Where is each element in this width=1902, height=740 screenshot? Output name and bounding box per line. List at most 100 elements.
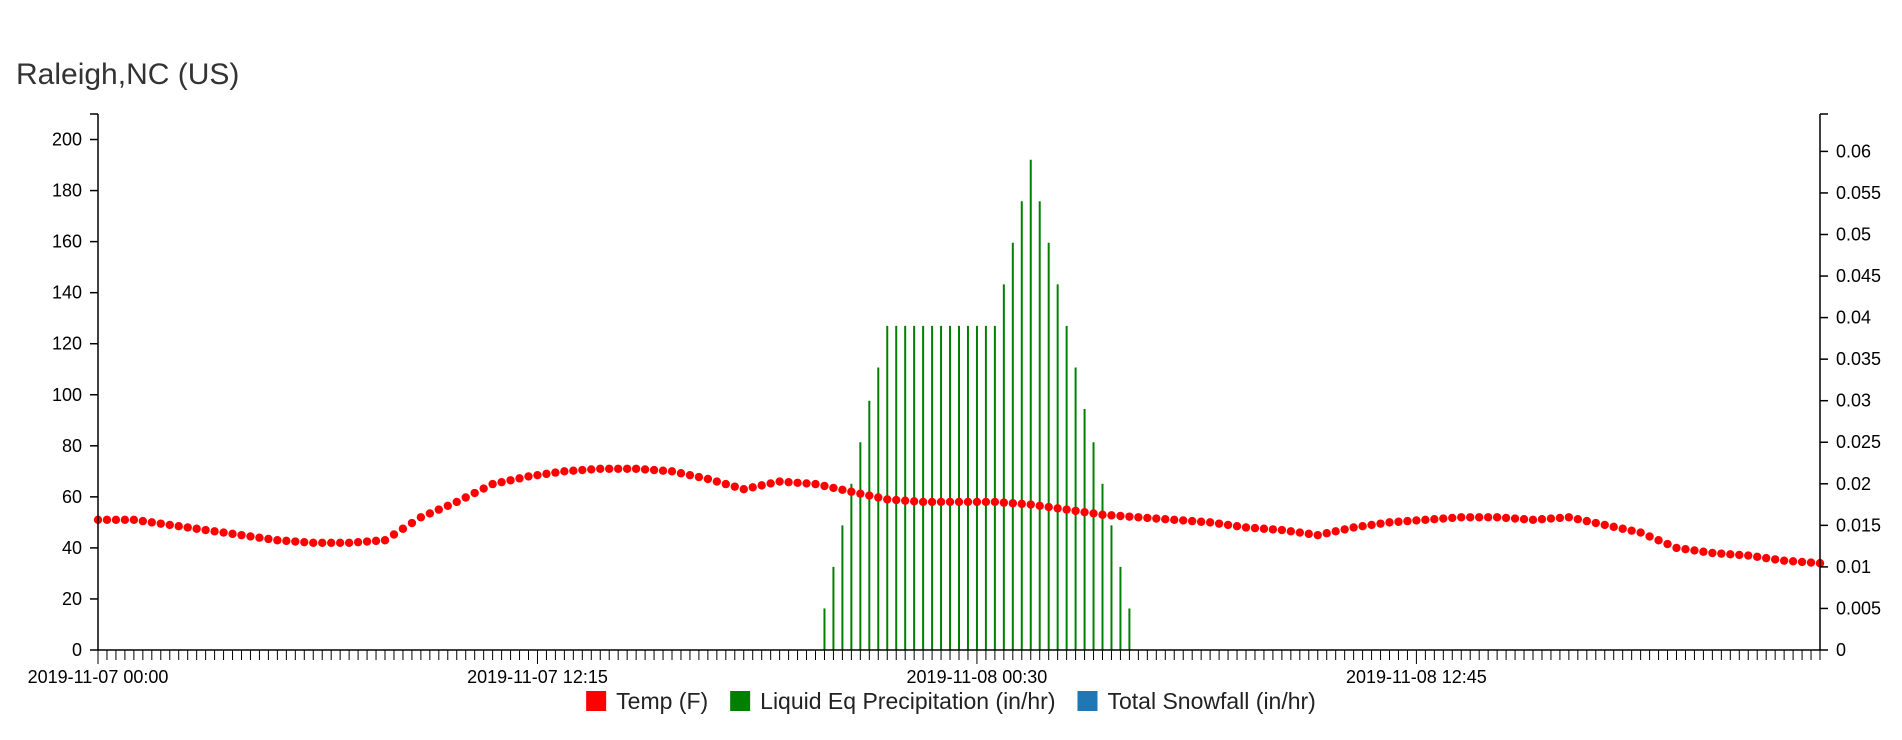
- temp-point: [174, 522, 183, 531]
- y-right-tick-label: 0.045: [1836, 266, 1881, 286]
- temp-point: [425, 509, 435, 518]
- temp-point: [1313, 530, 1322, 540]
- temp-point: [1161, 514, 1170, 524]
- temp-point: [1806, 558, 1816, 567]
- temp-point: [1385, 518, 1394, 527]
- temp-point: [1259, 524, 1269, 533]
- y-right-tick-label: 0.015: [1836, 515, 1881, 535]
- temp-point: [1573, 514, 1583, 524]
- temp-point: [335, 538, 345, 547]
- temp-point: [865, 491, 874, 500]
- legend-label: Temp (F): [616, 688, 708, 714]
- temp-point: [766, 479, 775, 488]
- temp-point: [1322, 529, 1331, 538]
- temp-point: [1510, 514, 1520, 523]
- temp-point: [300, 537, 309, 547]
- temp-point: [1143, 513, 1152, 523]
- temp-point: [1591, 518, 1600, 528]
- legend-swatch: [730, 691, 751, 711]
- temp-point: [730, 482, 739, 491]
- temp-point: [1349, 523, 1358, 532]
- temp-point: [676, 469, 686, 478]
- temp-point: [811, 479, 820, 489]
- y-right-tick-label: 0.025: [1836, 432, 1881, 452]
- temp-point: [1726, 550, 1735, 559]
- temp-point: [1717, 549, 1726, 558]
- temp-point: [883, 495, 892, 504]
- temp-point: [927, 497, 937, 507]
- legend-label: Liquid Eq Precipitation (in/hr): [760, 688, 1055, 714]
- temp-point: [1394, 517, 1403, 526]
- temp-point: [1062, 505, 1071, 514]
- x-tick-label: 2019-11-08 12:45: [1346, 667, 1487, 687]
- temp-point: [479, 484, 488, 493]
- y-right-tick-label: 0.01: [1836, 557, 1871, 577]
- temp-point: [282, 536, 291, 546]
- temp-point: [667, 467, 677, 476]
- temp-point: [1627, 526, 1636, 535]
- temp-point: [1295, 528, 1305, 537]
- y-right-tick-label: 0.03: [1836, 391, 1871, 411]
- temp-point: [1304, 529, 1313, 539]
- temp-point: [1645, 532, 1654, 541]
- temp-point: [183, 523, 192, 532]
- temp-point: [1681, 544, 1690, 554]
- temp-point: [1071, 506, 1080, 516]
- legend-swatch: [1077, 691, 1098, 711]
- temp-point: [102, 515, 112, 525]
- temp-point: [1474, 513, 1484, 522]
- temp-point: [389, 530, 399, 539]
- y-left-tick-label: 160: [52, 232, 82, 252]
- temp-point: [1196, 517, 1206, 526]
- temp-point: [1753, 552, 1762, 562]
- temp-point: [147, 518, 157, 527]
- temp-point: [1403, 516, 1412, 526]
- y-left-tick-label: 40: [62, 538, 82, 558]
- y-right-tick-label: 0.06: [1836, 141, 1871, 161]
- temp-point: [963, 497, 973, 507]
- temp-point: [918, 497, 928, 507]
- temp-point: [990, 497, 1000, 507]
- temp-point: [1654, 536, 1663, 545]
- temp-point: [120, 515, 130, 525]
- temp-point: [1179, 516, 1188, 525]
- temp-point: [1501, 513, 1511, 523]
- temp-point: [1358, 522, 1367, 531]
- temp-point: [326, 538, 336, 547]
- temp-point: [362, 537, 372, 546]
- temp-point: [1439, 514, 1448, 523]
- temp-point: [1098, 510, 1107, 519]
- temp-point: [416, 513, 426, 522]
- temp-point: [847, 487, 856, 496]
- temp-point: [622, 464, 632, 473]
- temp-point: [1376, 519, 1385, 528]
- temp-point: [1241, 523, 1251, 532]
- temp-point: [201, 525, 210, 535]
- x-tick-label: 2019-11-07 00:00: [28, 667, 169, 687]
- y-left-tick-label: 120: [52, 334, 82, 354]
- temp-point: [981, 497, 991, 507]
- temp-point: [560, 467, 569, 476]
- temp-point: [1125, 512, 1134, 521]
- temp-point: [587, 465, 596, 474]
- temp-point: [793, 478, 802, 488]
- temp-point: [856, 489, 865, 498]
- temp-point: [1412, 516, 1421, 525]
- temp-point: [1250, 523, 1260, 533]
- temp-point: [1770, 555, 1780, 564]
- y-left-tick-label: 180: [52, 181, 82, 201]
- temp-point: [237, 530, 246, 540]
- y-left-tick-label: 0: [72, 640, 82, 660]
- temp-point: [353, 537, 363, 547]
- temp-point: [497, 477, 506, 487]
- legend: Temp (F) Liquid Eq Precipitation (in/hr) T…: [586, 688, 1316, 714]
- temp-point: [1492, 513, 1502, 522]
- temp-point: [1008, 499, 1018, 508]
- temp-point: [640, 465, 650, 474]
- y-left-tick-label: 100: [52, 385, 82, 405]
- temp-point: [219, 528, 228, 537]
- temp-point: [407, 518, 417, 528]
- temp-point: [1448, 513, 1457, 523]
- temp-point: [488, 479, 497, 489]
- temp-point: [1214, 519, 1224, 528]
